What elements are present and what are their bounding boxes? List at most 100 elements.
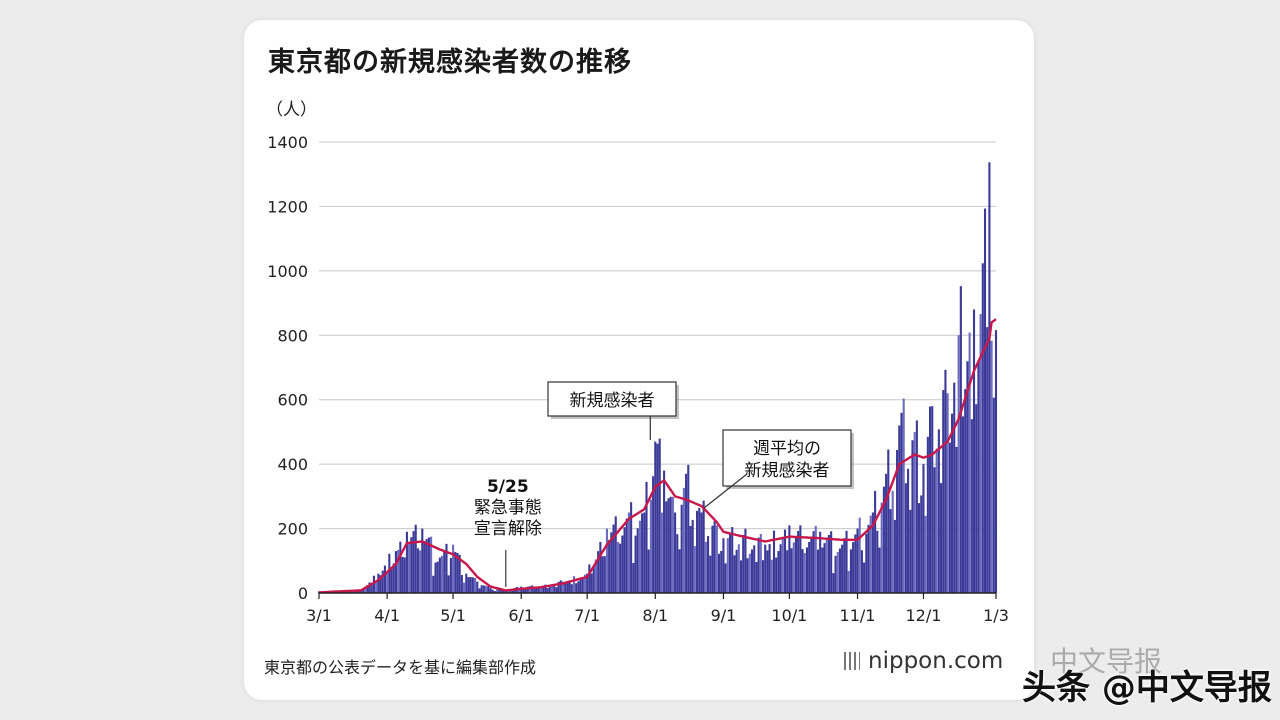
bar bbox=[939, 483, 943, 593]
bar bbox=[375, 582, 378, 593]
y-tick-label: 1400 bbox=[267, 133, 308, 152]
bar bbox=[621, 535, 624, 593]
bar bbox=[676, 534, 679, 593]
annotation-line: 緊急事態 bbox=[474, 498, 542, 518]
bar bbox=[372, 575, 376, 593]
bar bbox=[860, 550, 863, 593]
bar bbox=[474, 577, 477, 593]
bar bbox=[405, 531, 408, 593]
bar bbox=[755, 562, 758, 593]
x-tick-label: 6/1 bbox=[508, 606, 534, 625]
annotation-weekly-avg-text: 週平均の新規感染者 bbox=[745, 439, 830, 481]
bar bbox=[601, 556, 604, 593]
bar bbox=[889, 509, 892, 593]
bar bbox=[893, 519, 896, 593]
bar bbox=[753, 545, 756, 593]
bar bbox=[588, 564, 591, 593]
bar bbox=[627, 512, 630, 593]
bar bbox=[667, 498, 670, 593]
bar bbox=[414, 524, 417, 593]
bar bbox=[533, 588, 536, 593]
bar bbox=[485, 585, 488, 593]
bar bbox=[410, 537, 413, 593]
annotation-new-cases-box bbox=[547, 381, 677, 417]
bar bbox=[689, 525, 692, 593]
x-tick-label: 4/1 bbox=[374, 606, 400, 625]
watermark: 头条 @中文导报 bbox=[1022, 668, 1272, 708]
bar bbox=[553, 584, 556, 593]
bar bbox=[922, 464, 925, 593]
bar bbox=[779, 544, 782, 593]
bar bbox=[970, 419, 973, 593]
bar bbox=[739, 560, 743, 593]
y-tick-label: 0 bbox=[298, 584, 308, 603]
bar bbox=[693, 546, 696, 593]
bar bbox=[854, 534, 857, 593]
bar bbox=[388, 553, 391, 593]
bar bbox=[427, 537, 430, 593]
bar bbox=[909, 509, 912, 593]
bar bbox=[691, 519, 694, 593]
bar bbox=[871, 512, 874, 593]
bar bbox=[608, 539, 611, 593]
bar bbox=[843, 538, 846, 593]
bar bbox=[394, 551, 397, 593]
bar bbox=[619, 543, 622, 593]
bar bbox=[728, 532, 732, 593]
bar bbox=[924, 515, 927, 593]
bar bbox=[816, 549, 820, 593]
bar bbox=[654, 441, 657, 593]
x-tick-label: 3/1 bbox=[306, 606, 332, 625]
bar bbox=[399, 541, 402, 593]
bar bbox=[669, 496, 672, 593]
bar bbox=[994, 330, 998, 593]
bar bbox=[685, 473, 688, 593]
bar bbox=[977, 361, 980, 593]
bar bbox=[821, 547, 824, 593]
bar bbox=[438, 557, 441, 593]
annotation-emergency: 5/25 緊急事態宣言解除 bbox=[474, 477, 542, 539]
bar bbox=[988, 162, 991, 594]
bar bbox=[812, 531, 815, 593]
bar bbox=[447, 575, 450, 593]
bar bbox=[849, 549, 852, 593]
bar bbox=[744, 528, 747, 593]
bar bbox=[770, 559, 773, 593]
bar bbox=[469, 577, 472, 593]
bar bbox=[953, 382, 956, 593]
bar bbox=[920, 495, 923, 593]
bar bbox=[421, 528, 424, 593]
bar bbox=[632, 563, 635, 593]
bar bbox=[432, 575, 435, 593]
bar bbox=[443, 550, 446, 593]
bar bbox=[882, 486, 885, 593]
y-tick-label: 400 bbox=[277, 455, 308, 474]
bar bbox=[944, 369, 947, 593]
bar bbox=[827, 534, 830, 593]
brand-logo: nippon.com bbox=[844, 648, 1003, 674]
y-tick-label: 800 bbox=[277, 326, 308, 345]
bar bbox=[948, 442, 951, 593]
bar bbox=[810, 536, 813, 593]
bar bbox=[355, 591, 358, 593]
bar bbox=[430, 536, 433, 593]
bar bbox=[955, 446, 958, 593]
bar bbox=[726, 538, 729, 593]
bar bbox=[856, 528, 859, 593]
bar bbox=[968, 332, 971, 593]
bar bbox=[612, 524, 615, 593]
bar bbox=[707, 536, 710, 593]
bar bbox=[783, 529, 787, 593]
bar bbox=[449, 557, 452, 593]
bar bbox=[379, 575, 382, 593]
bar bbox=[986, 327, 989, 593]
bar bbox=[992, 397, 995, 593]
bar bbox=[564, 583, 567, 593]
bar bbox=[392, 563, 395, 593]
bar bbox=[489, 588, 492, 593]
bar bbox=[766, 550, 769, 593]
bar bbox=[990, 340, 993, 593]
bar bbox=[445, 543, 448, 593]
bar bbox=[416, 548, 419, 593]
